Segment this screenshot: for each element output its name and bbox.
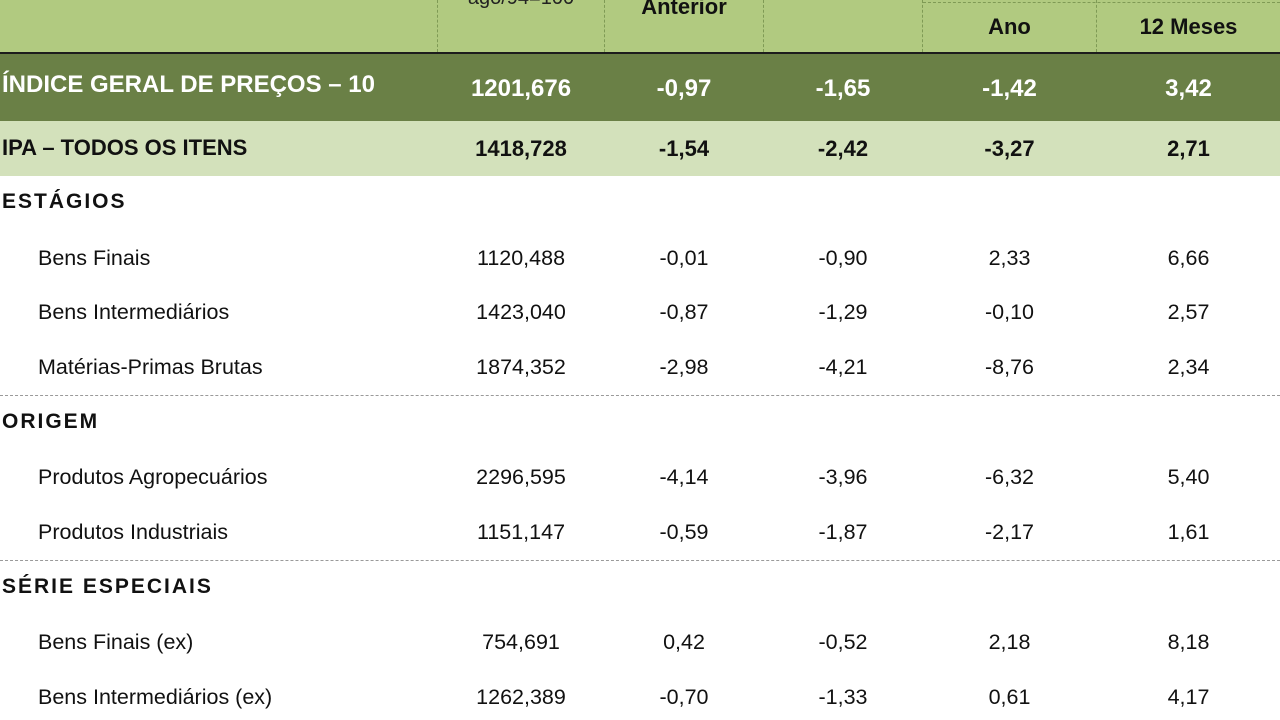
row-label: Produtos Agropecuários: [38, 465, 268, 489]
cell-year: 2,18: [988, 630, 1031, 654]
cell-index: 2296,595: [476, 465, 566, 489]
header-12-months: 12 Meses: [1139, 14, 1238, 39]
column-divider: [604, 0, 605, 52]
cell-month: -4,14: [659, 465, 709, 489]
cell-index: 1201,676: [470, 75, 572, 102]
section-title: ORIGEM: [2, 410, 100, 433]
cell-year: -3,27: [984, 136, 1035, 161]
cell-index: 1120,488: [476, 246, 566, 270]
cell-col3: -0,52: [818, 630, 868, 654]
cell-col3: -3,96: [818, 465, 868, 489]
cell-12-months: 2,57: [1167, 300, 1210, 324]
cell-month: -1,54: [658, 136, 710, 161]
general-index-row: ÍNDICE GERAL DE PREÇOS – 10 1201,676 -0,…: [0, 54, 1280, 121]
cell-month: -2,98: [659, 355, 709, 379]
cell-year: 2,33: [988, 246, 1031, 270]
row-label: Bens Finais (ex): [38, 630, 194, 654]
cell-year: -8,76: [984, 355, 1034, 379]
cell-year: -2,17: [984, 520, 1034, 544]
column-divider: [922, 0, 923, 52]
cell-index: 1423,040: [476, 300, 566, 324]
cell-col3: -2,42: [817, 136, 869, 161]
header-previous-month: Anterior: [641, 0, 727, 19]
row-label: Bens Finais: [38, 246, 151, 270]
cell-month: -0,01: [659, 246, 709, 270]
header-subdivider: [923, 2, 1280, 3]
cell-index: 1874,352: [476, 355, 566, 379]
column-divider: [437, 0, 438, 52]
section-title: SÉRIE ESPECIAIS: [2, 575, 213, 598]
header-index-base: ago/94=100: [438, 0, 604, 10]
cell-12-months: 1,61: [1167, 520, 1210, 544]
table-header: ago/94=100 Anterior Ano 12 Meses: [0, 0, 1280, 54]
cell-12-months: 8,18: [1167, 630, 1210, 654]
header-year: Ano: [988, 14, 1031, 39]
cell-year: -6,32: [984, 465, 1034, 489]
cell-12-months: 2,71: [1167, 136, 1210, 161]
cell-month: 0,42: [663, 630, 705, 654]
row-label: Produtos Industriais: [38, 520, 229, 544]
cell-index: 1151,147: [476, 520, 566, 544]
cell-col3: -1,29: [818, 300, 868, 324]
cell-year: -1,42: [982, 75, 1037, 102]
cell-12-months: 6,66: [1167, 246, 1210, 270]
ipa-row: IPA – TODOS OS ITENS 1418,728 -1,54 -2,4…: [0, 121, 1280, 176]
row-label: IPA – TODOS OS ITENS: [2, 135, 248, 160]
cell-col3: -0,90: [818, 246, 868, 270]
column-divider: [763, 0, 764, 52]
cell-12-months: 5,40: [1167, 465, 1210, 489]
row-label: Bens Intermediários: [38, 300, 230, 324]
cell-index: 1262,389: [476, 685, 566, 709]
cell-index: 1418,728: [475, 136, 567, 161]
cell-col3: -1,87: [818, 520, 868, 544]
section-divider: [0, 560, 1280, 561]
cell-col3: -1,65: [815, 75, 871, 102]
cell-year: 0,61: [988, 685, 1031, 709]
row-label: Matérias-Primas Brutas: [38, 355, 263, 379]
row-label: Bens Intermediários (ex): [38, 685, 273, 709]
cell-col3: -4,21: [818, 355, 868, 379]
column-divider: [1096, 0, 1097, 52]
cell-12-months: 4,17: [1167, 685, 1210, 709]
cell-year: -0,10: [984, 300, 1034, 324]
row-label: ÍNDICE GERAL DE PREÇOS – 10: [2, 71, 375, 98]
cell-12-months: 2,34: [1167, 355, 1210, 379]
cell-12-months: 3,42: [1165, 75, 1212, 102]
cell-month: -0,87: [659, 300, 709, 324]
cell-month: -0,70: [659, 685, 709, 709]
cell-col3: -1,33: [818, 685, 868, 709]
cell-index: 754,691: [482, 630, 560, 654]
section-title: ESTÁGIOS: [2, 190, 127, 213]
section-divider: [0, 395, 1280, 396]
cell-month: -0,97: [656, 75, 712, 102]
cell-month: -0,59: [659, 520, 709, 544]
